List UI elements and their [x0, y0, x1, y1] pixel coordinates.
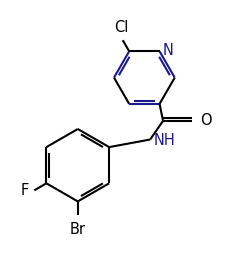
Text: N: N — [162, 43, 173, 58]
Text: NH: NH — [154, 133, 176, 148]
Text: O: O — [200, 113, 212, 128]
Text: Cl: Cl — [114, 20, 129, 35]
Text: Br: Br — [70, 222, 86, 237]
Text: F: F — [20, 183, 29, 198]
